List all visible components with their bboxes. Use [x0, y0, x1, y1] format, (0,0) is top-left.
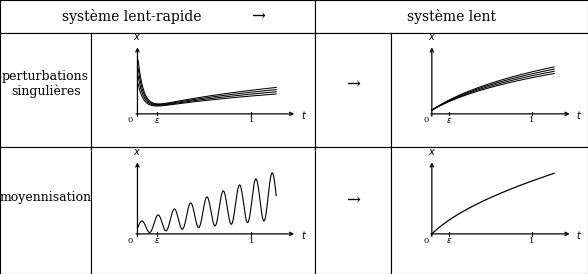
Text: $\varepsilon$: $\varepsilon$: [153, 236, 160, 245]
Text: 0: 0: [128, 116, 133, 124]
Text: $\varepsilon$: $\varepsilon$: [446, 116, 452, 125]
Text: $t$: $t$: [576, 229, 582, 241]
Text: $t$: $t$: [576, 109, 582, 121]
Text: 0: 0: [423, 237, 428, 245]
Text: →: →: [251, 8, 265, 25]
Text: $t$: $t$: [301, 109, 308, 121]
Text: 0: 0: [128, 237, 133, 245]
Text: →: →: [346, 76, 360, 93]
Text: $x$: $x$: [428, 32, 436, 42]
Text: perturbations
singulières: perturbations singulières: [2, 70, 89, 98]
Text: →: →: [346, 192, 360, 209]
Text: $\varepsilon$: $\varepsilon$: [446, 236, 452, 245]
Text: 1: 1: [249, 237, 254, 245]
Text: 0: 0: [423, 116, 428, 124]
Text: $x$: $x$: [133, 32, 142, 42]
Text: $\varepsilon$: $\varepsilon$: [153, 116, 160, 125]
Text: système lent-rapide: système lent-rapide: [62, 9, 202, 24]
Text: 1: 1: [249, 116, 254, 124]
Text: 1: 1: [529, 116, 535, 124]
Text: $t$: $t$: [301, 229, 308, 241]
Text: 1: 1: [529, 237, 535, 245]
Text: $x$: $x$: [133, 147, 142, 157]
Text: moyennisation: moyennisation: [0, 191, 92, 204]
Text: système lent: système lent: [407, 9, 496, 24]
Text: $x$: $x$: [428, 147, 436, 157]
